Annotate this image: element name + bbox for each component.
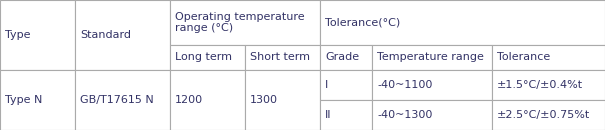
Text: GB/T17615 N: GB/T17615 N [80, 95, 154, 105]
Bar [245, 70, 320, 130]
Text: Standard: Standard [80, 30, 131, 40]
Bar [372, 70, 492, 100]
Text: Short term: Short term [250, 53, 310, 63]
Text: ±1.5°C/±0.4%t: ±1.5°C/±0.4%t [497, 80, 583, 90]
Bar [170, 0, 320, 45]
Bar [0, 0, 75, 70]
Text: Tolerance: Tolerance [497, 53, 551, 63]
Bar [372, 100, 492, 130]
Bar [245, 45, 320, 70]
Text: -40~1300: -40~1300 [377, 110, 433, 120]
Text: II: II [325, 110, 332, 120]
Text: -40~1100: -40~1100 [377, 80, 433, 90]
Bar [492, 70, 605, 100]
Text: Operating temperature
range (°C): Operating temperature range (°C) [175, 12, 305, 33]
Bar [170, 45, 245, 70]
Text: 1200: 1200 [175, 95, 203, 105]
Bar [320, 45, 372, 70]
Bar [320, 70, 372, 100]
Text: Tolerance(°C): Tolerance(°C) [325, 18, 401, 28]
Text: Temperature range: Temperature range [377, 53, 484, 63]
Bar [75, 0, 170, 70]
Text: ±2.5°C/±0.75%t: ±2.5°C/±0.75%t [497, 110, 590, 120]
Bar [320, 100, 372, 130]
Bar [492, 45, 605, 70]
Text: 1300: 1300 [250, 95, 278, 105]
Bar [0, 70, 75, 130]
Text: Grade: Grade [325, 53, 359, 63]
Bar [320, 0, 605, 45]
Text: Type: Type [5, 30, 30, 40]
Text: Long term: Long term [175, 53, 232, 63]
Bar [170, 70, 245, 130]
Bar [75, 70, 170, 130]
Bar [372, 45, 492, 70]
Bar [492, 100, 605, 130]
Text: I: I [325, 80, 329, 90]
Text: Type N: Type N [5, 95, 42, 105]
